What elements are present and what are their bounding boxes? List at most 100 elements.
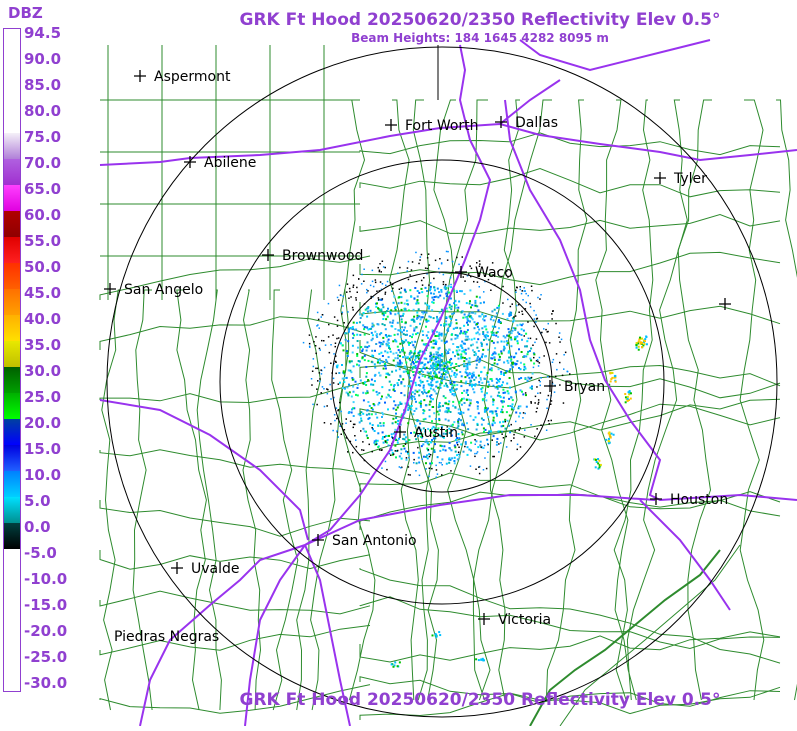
echo-pixel [417,355,420,358]
echo-pixel [431,366,434,369]
legend-level-label: 65.0 [24,180,62,198]
echo-pixel [396,406,399,409]
echo-pixel [442,395,445,398]
echo-pixel [375,343,378,345]
echo-pixel [410,396,413,399]
echo-pixel [385,318,388,321]
echo-pixel [462,342,465,345]
county-line [101,289,120,711]
echo-pixel [427,361,430,364]
echo-pixel [522,393,525,396]
county-line [545,99,588,701]
echo-pixel [431,420,433,423]
echo-pixel [470,344,473,347]
echo-pixel [435,464,437,467]
echo-cell [594,458,597,461]
echo-cell [642,344,645,347]
city-cross-icon [134,70,146,82]
echo-pixel [382,367,385,370]
echo-pixel [333,316,336,318]
echo-pixel [398,296,401,299]
echo-pixel [442,435,444,438]
echo-pixel [539,380,541,383]
echo-pixel [336,319,339,322]
echo-pixel [556,368,558,371]
echo-pixel [390,309,393,312]
echo-pixel [451,384,454,387]
echo-pixel [461,392,464,394]
echo-pixel [535,321,537,323]
echo-pixel [487,385,490,388]
echo-pixel [416,295,419,298]
echo-pixel [344,387,346,390]
echo-pixel [367,401,370,403]
echo-pixel [423,277,425,279]
echo-pixel [458,417,460,420]
city-cross-icon [650,493,662,505]
echo-pixel [421,458,423,460]
echo-pixel [501,401,504,404]
echo-pixel [381,260,384,262]
echo-pixel [432,298,435,301]
echo-pixel [494,386,497,389]
echo-pixel [439,444,442,447]
county-line [626,99,688,701]
echo-pixel [559,341,561,343]
echo-pixel [480,370,483,373]
echo-pixel [450,305,453,308]
echo-pixel [434,375,437,378]
echo-pixel [381,283,384,285]
echo-pixel [429,429,432,432]
echo-pixel [388,389,391,392]
highway-line [99,399,309,541]
echo-pixel [394,450,397,452]
echo-cell [624,396,627,399]
echo-pixel [382,441,385,444]
echo-pixel [390,383,393,386]
echo-pixel [438,353,441,356]
echo-pixel [442,448,445,451]
echo-pixel [384,440,387,442]
echo-pixel [404,355,407,358]
echo-pixel [313,341,315,343]
echo-pixel [405,457,408,459]
echo-pixel [348,360,351,363]
echo-pixel [497,320,500,323]
echo-pixel [397,312,400,315]
echo-pixel [522,323,524,325]
echo-pixel [462,276,464,278]
echo-pixel [487,432,490,435]
echo-pixel [435,381,438,384]
echo-pixel [517,331,520,334]
echo-pixel [429,395,432,398]
echo-pixel [374,366,377,369]
echo-pixel [411,261,414,263]
echo-pixel [463,330,466,333]
echo-pixel [340,410,342,413]
highway-line [639,499,731,611]
legend-level-label: 80.0 [24,102,62,120]
echo-pixel [431,330,434,333]
echo-pixel [481,386,484,389]
echo-pixel [333,396,335,399]
echo-pixel [387,342,390,345]
echo-pixel [384,441,387,443]
echo-pixel [411,395,414,398]
echo-cell [614,380,617,383]
echo-pixel [463,360,466,363]
echo-pixel [428,467,431,469]
echo-pixel [433,286,436,289]
echo-pixel [426,447,429,450]
echo-pixel [375,439,377,441]
echo-pixel [410,432,412,434]
echo-pixel [426,303,429,306]
echo-pixel [452,404,455,407]
echo-pixel [467,428,470,431]
echo-pixel [522,417,524,419]
echo-pixel [326,405,328,407]
echo-pixel [495,377,498,380]
echo-pixel [467,314,470,317]
echo-pixel [476,305,479,308]
echo-pixel [524,290,526,292]
radar-echoes [302,250,648,668]
